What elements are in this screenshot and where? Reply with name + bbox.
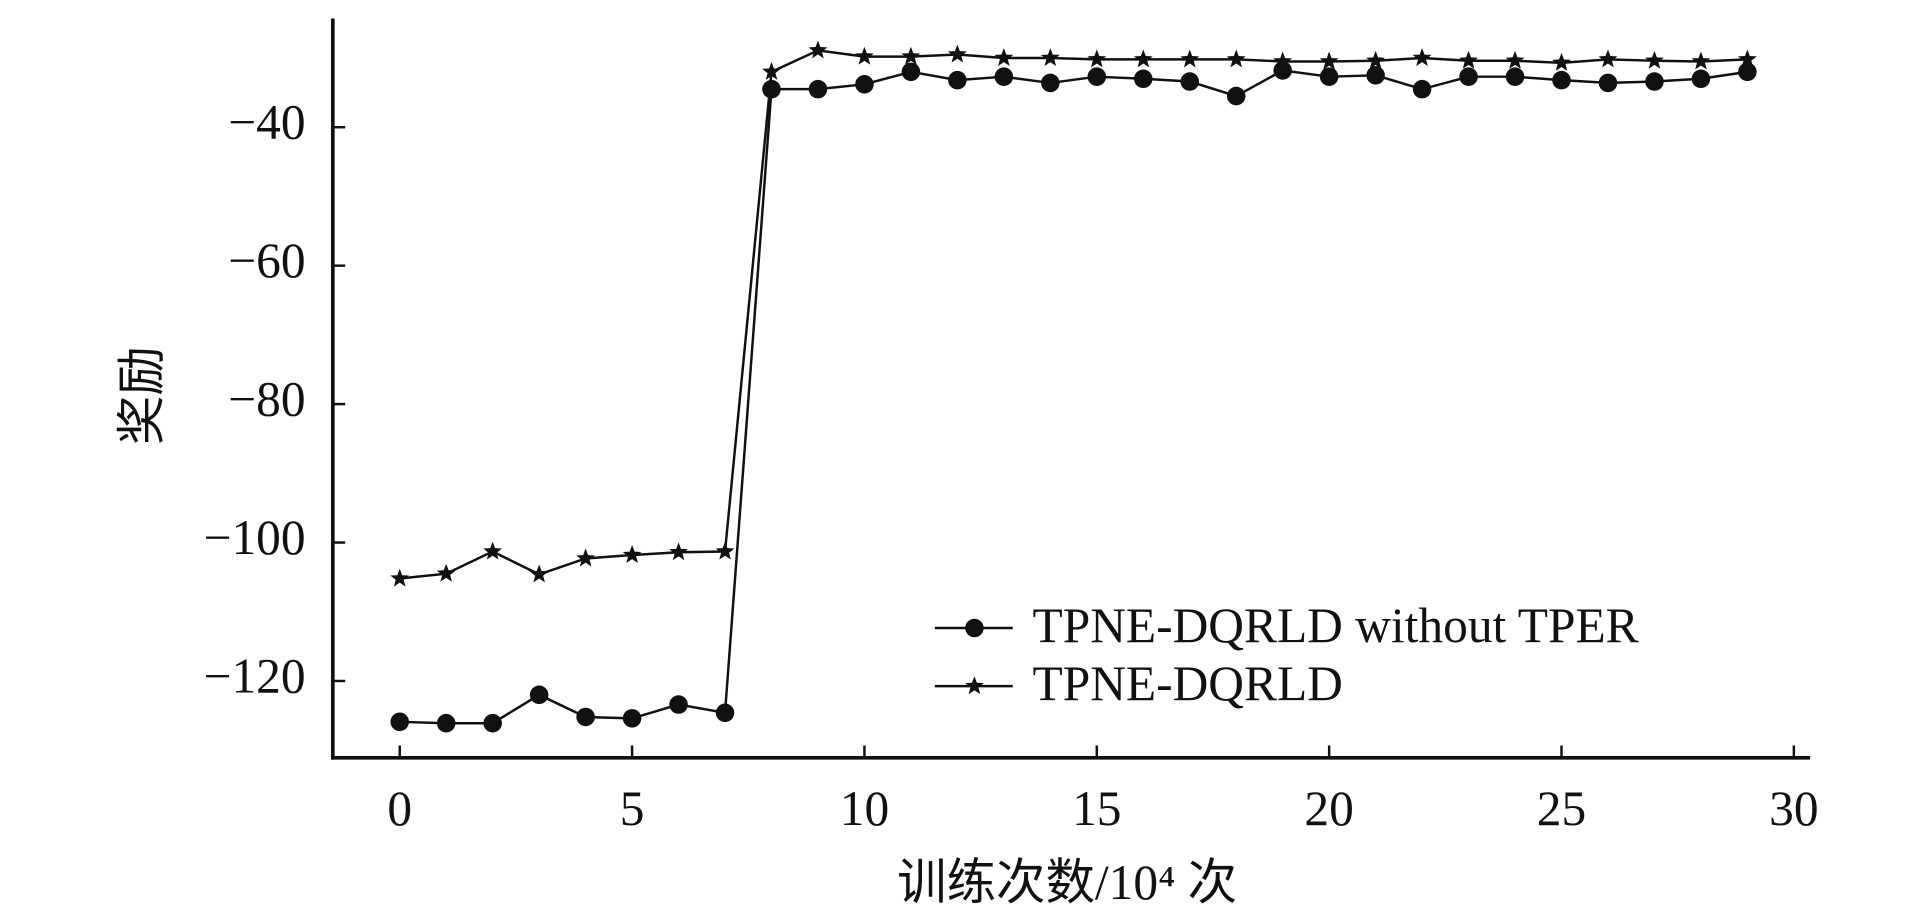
data-point	[855, 46, 874, 65]
data-point	[1319, 67, 1339, 86]
legend-label: TPNE-DQRLD	[1033, 656, 1343, 711]
data-point	[1040, 48, 1060, 67]
data-point	[436, 563, 456, 582]
data-point	[1273, 51, 1293, 70]
data-point	[622, 545, 642, 563]
data-point	[994, 48, 1014, 67]
data-point	[994, 67, 1014, 86]
data-point	[901, 46, 921, 65]
x-tick-label: 20	[1304, 781, 1353, 836]
series-line	[399, 49, 1748, 580]
data-point	[901, 62, 921, 82]
data-point	[1412, 79, 1432, 99]
y-tick-label: −120	[204, 648, 306, 703]
data-point	[483, 541, 503, 560]
data-point	[1459, 67, 1478, 86]
x-tick-label: 15	[1072, 781, 1121, 836]
data-point	[715, 703, 735, 723]
data-point	[1087, 49, 1107, 68]
data-point	[1645, 72, 1664, 91]
x-axis-label: 训练次数/10⁴ 次	[897, 855, 1237, 910]
data-point	[390, 568, 410, 587]
data-point	[1459, 50, 1478, 69]
data-point	[1180, 72, 1200, 91]
data-point	[1180, 49, 1200, 68]
data-point	[1505, 50, 1525, 69]
data-point	[1505, 67, 1525, 86]
data-point	[855, 75, 874, 94]
y-tick-label: −60	[228, 233, 305, 288]
data-point	[1041, 73, 1060, 93]
legend-marker	[965, 676, 984, 695]
data-point	[1598, 73, 1618, 93]
data-point	[948, 70, 967, 90]
data-point	[1133, 49, 1153, 68]
data-point	[622, 709, 642, 728]
y-tick-label: −100	[204, 510, 306, 565]
data-point	[1366, 66, 1385, 85]
data-point	[529, 564, 549, 583]
data-point	[1738, 62, 1757, 82]
x-tick-label: 0	[387, 781, 412, 836]
data-point	[483, 713, 502, 733]
y-tick-label: −40	[228, 95, 305, 150]
data-point	[1133, 69, 1153, 89]
data-point	[1552, 52, 1571, 71]
data-point	[1691, 51, 1711, 70]
data-point	[1226, 49, 1246, 68]
data-point	[576, 548, 596, 567]
data-point	[1366, 50, 1385, 69]
data-point	[669, 695, 688, 714]
data-point	[808, 79, 828, 99]
data-point	[762, 61, 781, 80]
data-point	[1598, 49, 1618, 68]
y-axis-label: 奖励	[115, 346, 170, 445]
y-tick-label: −80	[228, 371, 305, 426]
data-point	[1412, 48, 1432, 67]
legend-label: TPNE-DQRLD without TPER	[1033, 598, 1639, 653]
data-point	[529, 685, 549, 705]
legend-marker	[965, 618, 984, 638]
data-point	[1645, 50, 1664, 69]
data-point	[1552, 70, 1571, 90]
data-point	[1087, 67, 1107, 86]
data-point	[762, 79, 781, 99]
data-point	[669, 542, 688, 561]
x-tick-label: 10	[840, 781, 889, 836]
data-point	[1691, 69, 1711, 89]
data-point	[576, 707, 595, 727]
x-tick-label: 5	[620, 781, 645, 836]
data-point	[390, 712, 410, 732]
data-point	[1737, 49, 1757, 68]
data-point	[1319, 51, 1339, 70]
data-point	[436, 713, 456, 733]
x-tick-label: 30	[1769, 781, 1818, 836]
data-point	[808, 40, 828, 59]
x-tick-label: 25	[1537, 781, 1586, 836]
data-point	[947, 44, 967, 63]
data-point	[715, 541, 735, 560]
data-point	[1226, 86, 1246, 106]
